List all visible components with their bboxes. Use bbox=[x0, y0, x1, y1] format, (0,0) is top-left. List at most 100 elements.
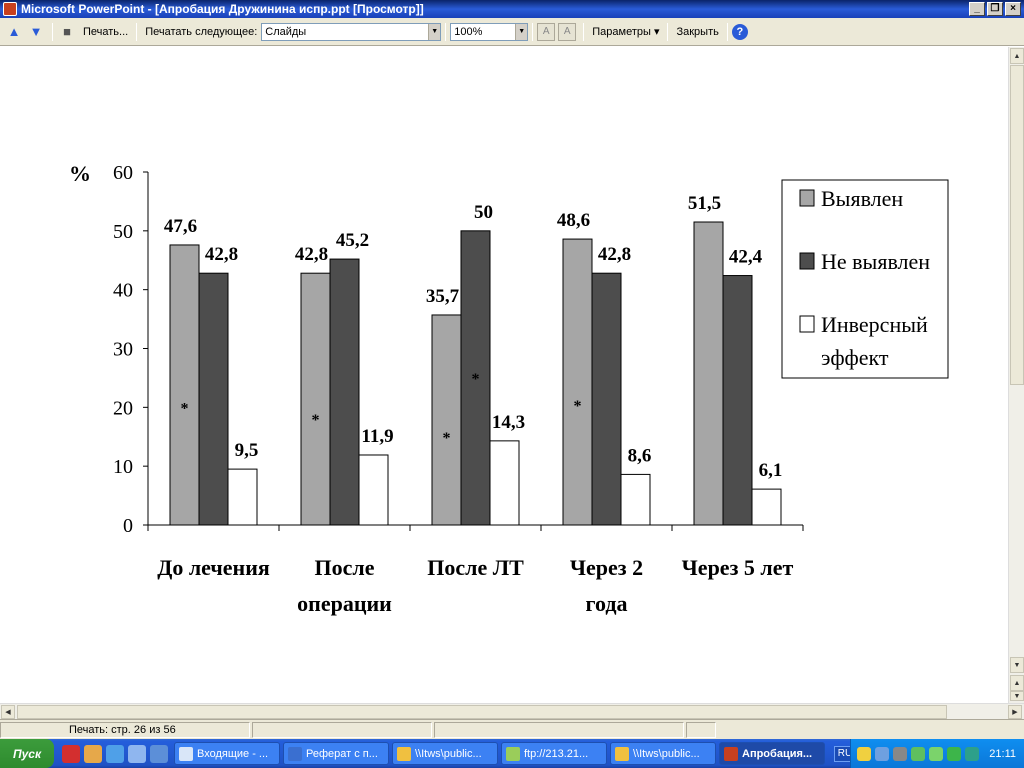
tray-app-icon[interactable] bbox=[929, 746, 943, 761]
previous-page-icon[interactable]: ▲ bbox=[7, 24, 21, 39]
font-larger-icon[interactable]: A bbox=[537, 22, 556, 41]
scroll-left-icon[interactable]: ◀ bbox=[1, 705, 15, 719]
legend-label: эффект bbox=[821, 345, 889, 370]
bar bbox=[460, 230, 491, 526]
bar bbox=[591, 272, 622, 526]
page-status: Печать: стр. 26 из 56 bbox=[0, 721, 250, 738]
tray-app-icon[interactable] bbox=[911, 746, 925, 761]
toolbar-separator bbox=[726, 22, 728, 41]
bar bbox=[620, 473, 651, 526]
task-folder-public-2[interactable]: \\Itws\public... bbox=[610, 742, 716, 765]
status-cell-empty bbox=[252, 721, 432, 738]
data-label: 8,6 bbox=[628, 445, 652, 466]
y-tick-label: 40 bbox=[113, 280, 133, 302]
show-desktop-icon[interactable] bbox=[150, 744, 168, 763]
zoom-value: 100% bbox=[454, 25, 483, 38]
bar bbox=[693, 221, 724, 526]
horizontal-scrollbar[interactable]: ◀ ▶ bbox=[0, 703, 1024, 719]
scroll-down-icon[interactable]: ▼ bbox=[1010, 657, 1024, 673]
page-up-icon[interactable]: ▲ bbox=[1010, 675, 1024, 691]
help-icon[interactable]: ? bbox=[731, 23, 748, 40]
bar bbox=[358, 454, 389, 526]
chevron-down-icon[interactable]: ▼ bbox=[428, 23, 441, 40]
task-powerpoint[interactable]: Апробация... bbox=[719, 742, 825, 765]
restore-button[interactable]: ❐ bbox=[987, 2, 1003, 16]
bar bbox=[300, 272, 331, 526]
y-axis-label: % bbox=[69, 161, 91, 186]
next-page-icon[interactable]: ▼ bbox=[29, 24, 43, 39]
significance-marker: * bbox=[472, 371, 480, 388]
task-word-document[interactable]: Реферат с п... bbox=[283, 742, 389, 765]
options-label: Параметры bbox=[592, 25, 651, 38]
quicklaunch-icon[interactable] bbox=[84, 744, 102, 763]
folder-icon bbox=[397, 746, 411, 761]
icq-icon[interactable] bbox=[947, 746, 961, 761]
task-label: \\Itws\public... bbox=[415, 747, 482, 760]
close-window-button[interactable]: × bbox=[1005, 2, 1021, 16]
bar bbox=[329, 258, 360, 526]
scroll-up-icon[interactable]: ▲ bbox=[1010, 48, 1024, 64]
start-button[interactable]: Пуск bbox=[0, 739, 54, 768]
toolbar-separator bbox=[532, 22, 534, 41]
category-label: После ЛТ bbox=[427, 555, 524, 580]
printer-icon[interactable]: ■ bbox=[63, 24, 71, 39]
legend-box bbox=[781, 179, 949, 379]
legend-label: Инверсный bbox=[821, 312, 928, 337]
tray-app-icon[interactable] bbox=[893, 746, 907, 761]
data-label: 42,8 bbox=[205, 244, 238, 265]
chevron-down-icon[interactable]: ▼ bbox=[515, 23, 528, 40]
print-button[interactable]: Печать... bbox=[83, 25, 129, 38]
start-label: Пуск bbox=[12, 746, 42, 761]
close-preview-button[interactable]: Закрыть bbox=[676, 25, 719, 38]
word-icon bbox=[288, 746, 302, 761]
horizontal-scroll-thumb[interactable] bbox=[17, 705, 947, 719]
y-tick-label: 50 bbox=[113, 221, 133, 243]
bar bbox=[489, 440, 520, 526]
task-ftp[interactable]: ftp://213.21... bbox=[501, 742, 607, 765]
page-down-icon[interactable]: ▼ bbox=[1010, 691, 1024, 701]
vertical-scroll-thumb[interactable] bbox=[1010, 65, 1024, 385]
toolbar-separator bbox=[667, 22, 669, 41]
significance-marker: * bbox=[574, 398, 582, 415]
options-menu-button[interactable]: Параметры ▾ bbox=[592, 25, 660, 39]
font-smaller-icon[interactable]: A bbox=[558, 22, 577, 41]
task-inbox[interactable]: Входящие - ... bbox=[174, 742, 280, 765]
print-what-select[interactable]: Слайды ▼ bbox=[261, 22, 442, 41]
powerpoint-icon bbox=[3, 2, 17, 16]
category-label: года bbox=[586, 591, 628, 616]
opera-icon[interactable] bbox=[62, 744, 80, 763]
scroll-right-icon[interactable]: ▶ bbox=[1008, 705, 1022, 719]
category-label: операции bbox=[297, 591, 392, 616]
window-controls: _ ❐ × bbox=[969, 2, 1021, 16]
task-label: Входящие - ... bbox=[197, 747, 269, 760]
outlook-icon bbox=[179, 746, 193, 761]
slide-preview: 0 10 20 30 40 50 60% 47,6 42,8 9,5 До лечения 42,8 4… bbox=[0, 47, 1008, 703]
toolbar-separator bbox=[52, 22, 53, 41]
data-label: 42,8 bbox=[295, 244, 328, 265]
bar bbox=[431, 314, 462, 526]
legend-label: Выявлен bbox=[821, 186, 903, 211]
bar bbox=[198, 272, 229, 526]
powerpoint-icon bbox=[724, 746, 738, 761]
vertical-scrollbar[interactable]: ▲ ▼ ▲ ▼ bbox=[1008, 47, 1024, 703]
category-label: До лечения bbox=[157, 555, 270, 580]
significance-marker: * bbox=[181, 400, 189, 417]
task-folder-public-1[interactable]: \\Itws\public... bbox=[392, 742, 498, 765]
zoom-select[interactable]: 100% ▼ bbox=[450, 22, 529, 41]
outlook-icon[interactable] bbox=[128, 744, 146, 763]
folder-icon bbox=[615, 746, 629, 761]
system-tray: 21:11 bbox=[850, 739, 1024, 768]
task-label: Реферат с п... bbox=[306, 747, 378, 760]
tray-app-icon[interactable] bbox=[965, 746, 979, 761]
network-icon[interactable] bbox=[875, 746, 889, 761]
legend-swatch bbox=[799, 252, 815, 270]
shield-icon[interactable] bbox=[857, 746, 871, 761]
print-preview-toolbar: ▲ ▼ ■ Печать... Печатать следующее: Слай… bbox=[0, 18, 1024, 46]
internet-explorer-icon[interactable] bbox=[106, 744, 124, 763]
data-label: 47,6 bbox=[164, 216, 197, 237]
minimize-button[interactable]: _ bbox=[969, 2, 985, 16]
data-label: 14,3 bbox=[492, 412, 525, 433]
status-bar: Печать: стр. 26 из 56 bbox=[0, 719, 1024, 739]
bar bbox=[169, 244, 200, 526]
bar bbox=[562, 238, 593, 526]
